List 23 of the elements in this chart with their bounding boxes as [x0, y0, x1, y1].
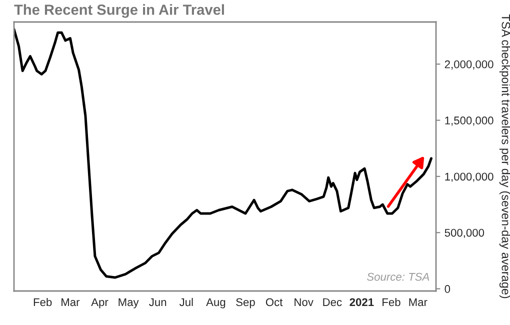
y-tick-label: 1,000,000: [445, 172, 494, 182]
annotation: Source: TSA: [367, 272, 430, 281]
x-tick-label: Jun: [149, 298, 166, 306]
line-series: [14, 28, 432, 279]
y-tick-label: 500,000: [444, 228, 484, 238]
y-tick-label: 0: [444, 285, 450, 293]
x-tick-label: Oct: [266, 298, 283, 306]
chart-title: The Recent Surge in Air Travel: [14, 4, 224, 18]
x-tick-label: Jul: [179, 298, 193, 306]
x-tick-label: Nov: [294, 298, 314, 306]
x-tick-label: May: [118, 298, 139, 308]
x-tick-label: Dec: [323, 298, 342, 306]
x-tick-label: Mar: [409, 298, 428, 306]
x-tick-label: Mar: [62, 298, 80, 306]
x-tick-label: Feb: [382, 298, 400, 306]
x-tick-label: Feb: [34, 298, 52, 306]
x-tick-label: Apr: [91, 298, 108, 308]
x-tick-label: 2021: [350, 298, 374, 306]
x-tick-label: Aug: [206, 298, 226, 308]
x-tick-label: Sep: [236, 298, 255, 308]
y-axis-title: TSA checkpoint travelers per day (seven-day average): [499, 14, 510, 298]
y-tick-label: 1,500,000: [445, 116, 494, 126]
y-tick-label: 2,000,000: [444, 60, 494, 70]
